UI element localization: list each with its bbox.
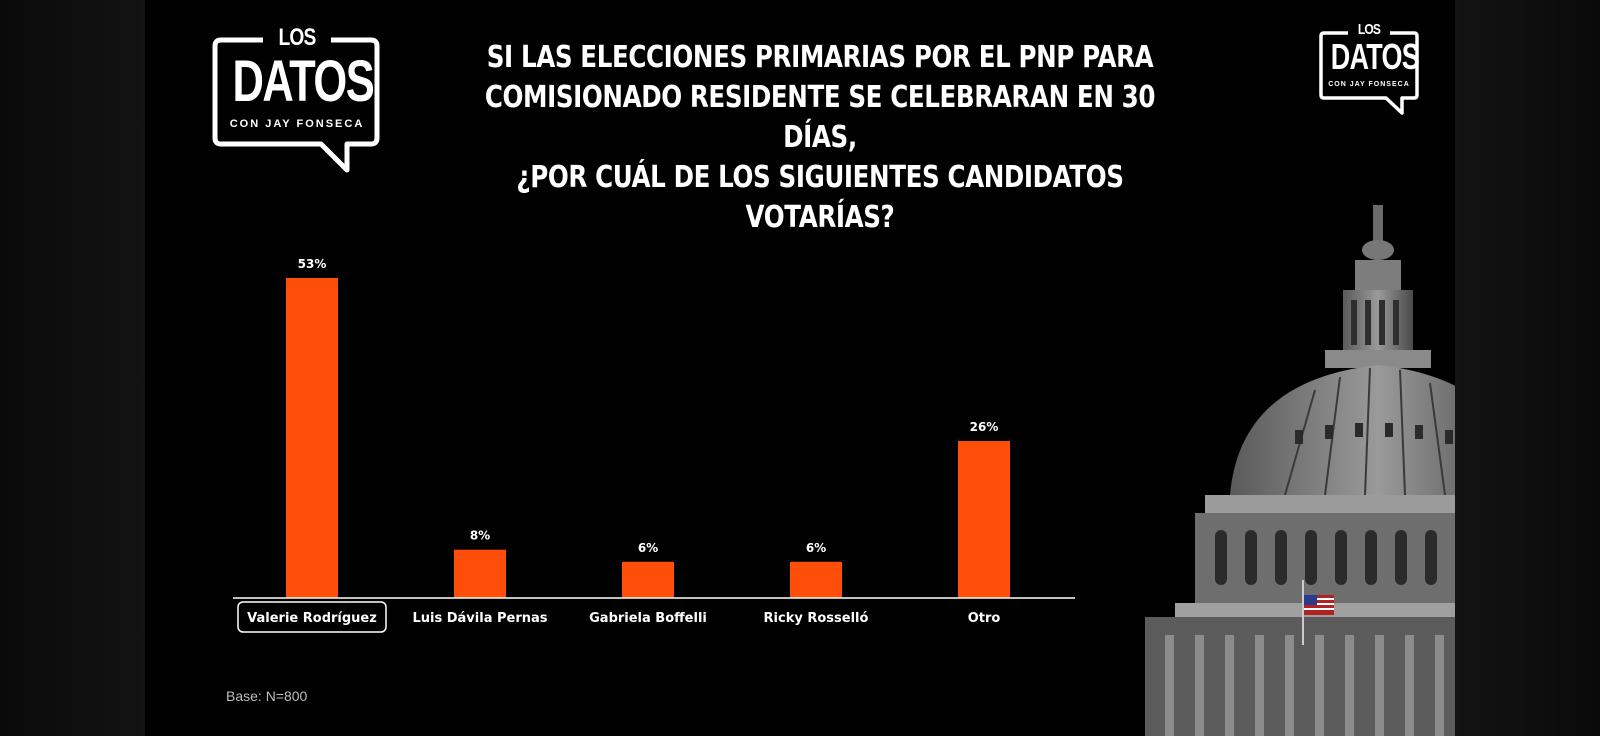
- category-label: Luis Dávila Pernas: [412, 611, 547, 626]
- bar-value-label: 26%: [970, 420, 999, 434]
- bar-value-label: 6%: [638, 541, 658, 555]
- speech-bubble-icon: [1319, 31, 1419, 115]
- poll-slide: LOS DATOS CON JAY FONSECA SI LAS ELECCIO…: [145, 0, 1455, 736]
- logo-main-text: DATOS: [232, 49, 375, 114]
- category-label: Valerie Rodríguez: [247, 611, 377, 626]
- logo-sub-text: CON JAY FONSECA: [1328, 81, 1410, 88]
- category-label: Otro: [968, 611, 1001, 626]
- left-backdrop: [0, 0, 145, 736]
- los-datos-logo-small: LOS DATOS CON JAY FONSECA: [1318, 21, 1420, 117]
- bar-chart: 53% Valerie Rodríguez 8% Luis Dávila Pernas…: [233, 257, 1075, 633]
- chart-title: SI LAS ELECCIONES PRIMARIAS POR EL PNP P…: [484, 40, 1156, 235]
- logo-top-text: LOS: [278, 24, 316, 51]
- logo-top-text: LOS: [1357, 21, 1381, 38]
- bar-1: [454, 549, 506, 598]
- bar-2: [622, 561, 674, 598]
- category-label: Gabriela Boffelli: [589, 611, 707, 626]
- capitol-dome-image: [1145, 205, 1455, 736]
- bar-value-label: 8%: [470, 529, 490, 543]
- right-backdrop: [1455, 0, 1600, 736]
- base-note: Base: N=800: [226, 688, 308, 704]
- bar-3: [790, 561, 842, 598]
- highlight-box: [237, 601, 387, 633]
- los-datos-logo: LOS DATOS CON JAY FONSECA: [211, 24, 383, 178]
- speech-bubble-icon: [212, 37, 380, 173]
- bar-value-label: 53%: [298, 257, 327, 271]
- logo-sub-text: CON JAY FONSECA: [229, 118, 365, 130]
- logo-main-text: DATOS: [1330, 36, 1420, 77]
- us-flag-icon: [1304, 595, 1334, 615]
- bar-0: [286, 278, 338, 598]
- bar-value-label: 6%: [806, 541, 826, 555]
- bar-4: [958, 441, 1010, 598]
- category-label: Ricky Rosselló: [764, 611, 869, 626]
